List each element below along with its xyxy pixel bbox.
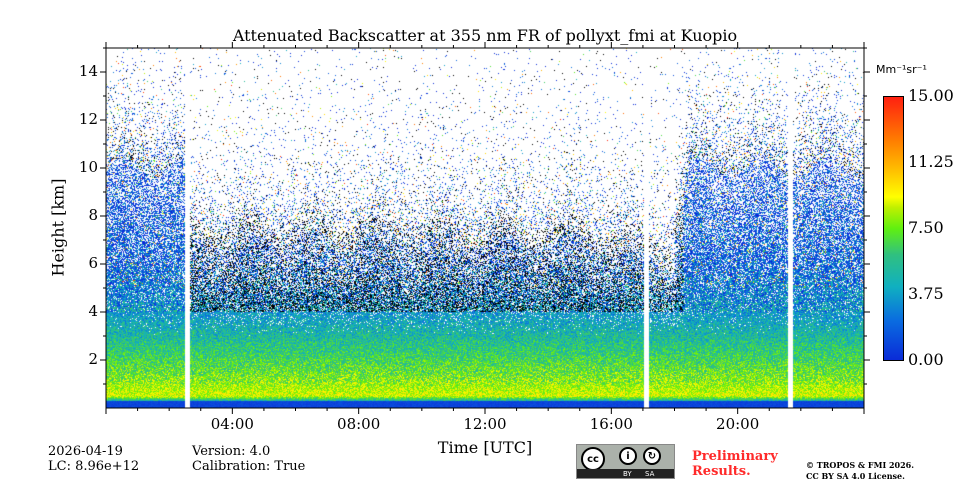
x-tick-label: 04:00 [210,415,254,433]
colorbar-tick-label: 3.75 [908,284,944,303]
x-tick-label: 12:00 [463,415,507,433]
preliminary-text: Preliminary [692,449,778,464]
y-tick-label: 14 [78,62,98,80]
colorbar-tick-label: 0.00 [908,350,944,369]
results-text: Results. [692,464,751,479]
axes-frame [100,42,870,414]
colorbar [883,96,904,361]
license-text: CC BY SA 4.0 License. [806,471,905,480]
x-tick-label: 16:00 [589,415,633,433]
cc-icon: cc [581,447,605,471]
plot-border [105,47,865,409]
backscatter-heatmap [106,48,864,408]
attribution-icon: i [619,447,637,465]
lidar-constant-text: LC: 8.96e+12 [48,459,140,474]
x-tick-label: 08:00 [337,415,381,433]
copyright-notice: © TROPOS & FMI 2026. CC BY SA 4.0 Licens… [806,460,914,480]
version-text: Version: 4.0 [192,444,271,459]
colorbar-tick-label: 11.25 [908,152,954,171]
x-axis-label: Time [UTC] [437,438,533,457]
y-tick-label: 12 [78,110,98,128]
x-tick-label: 20:00 [716,415,760,433]
y-tick-label: 10 [78,158,98,176]
preliminary-notice: Preliminary Results. [692,449,778,479]
chart-title: Attenuated Backscatter at 355 nm FR of p… [232,26,738,45]
share-alike-icon: ↻ [643,447,661,465]
y-tick-label: 4 [88,302,98,320]
cc-by-sa-logo: cc i ↻ BY SA [576,444,675,479]
colorbar-tick-label: 7.50 [908,218,944,237]
calibration-text: Calibration: True [192,459,306,474]
date-text: 2026-04-19 [48,444,123,459]
colorbar-tick-label: 15.00 [908,86,954,105]
copyright-text: © TROPOS & FMI 2026. [806,460,915,470]
y-tick-label: 2 [88,350,98,368]
colorbar-unit: Mm⁻¹sr⁻¹ [876,63,927,76]
y-tick-label: 6 [88,254,98,272]
y-tick-label: 8 [88,206,98,224]
footer-date-lc: 2026-04-19 LC: 8.96e+12 [48,444,139,474]
footer-version: Version: 4.0 Calibration: True [192,444,305,474]
